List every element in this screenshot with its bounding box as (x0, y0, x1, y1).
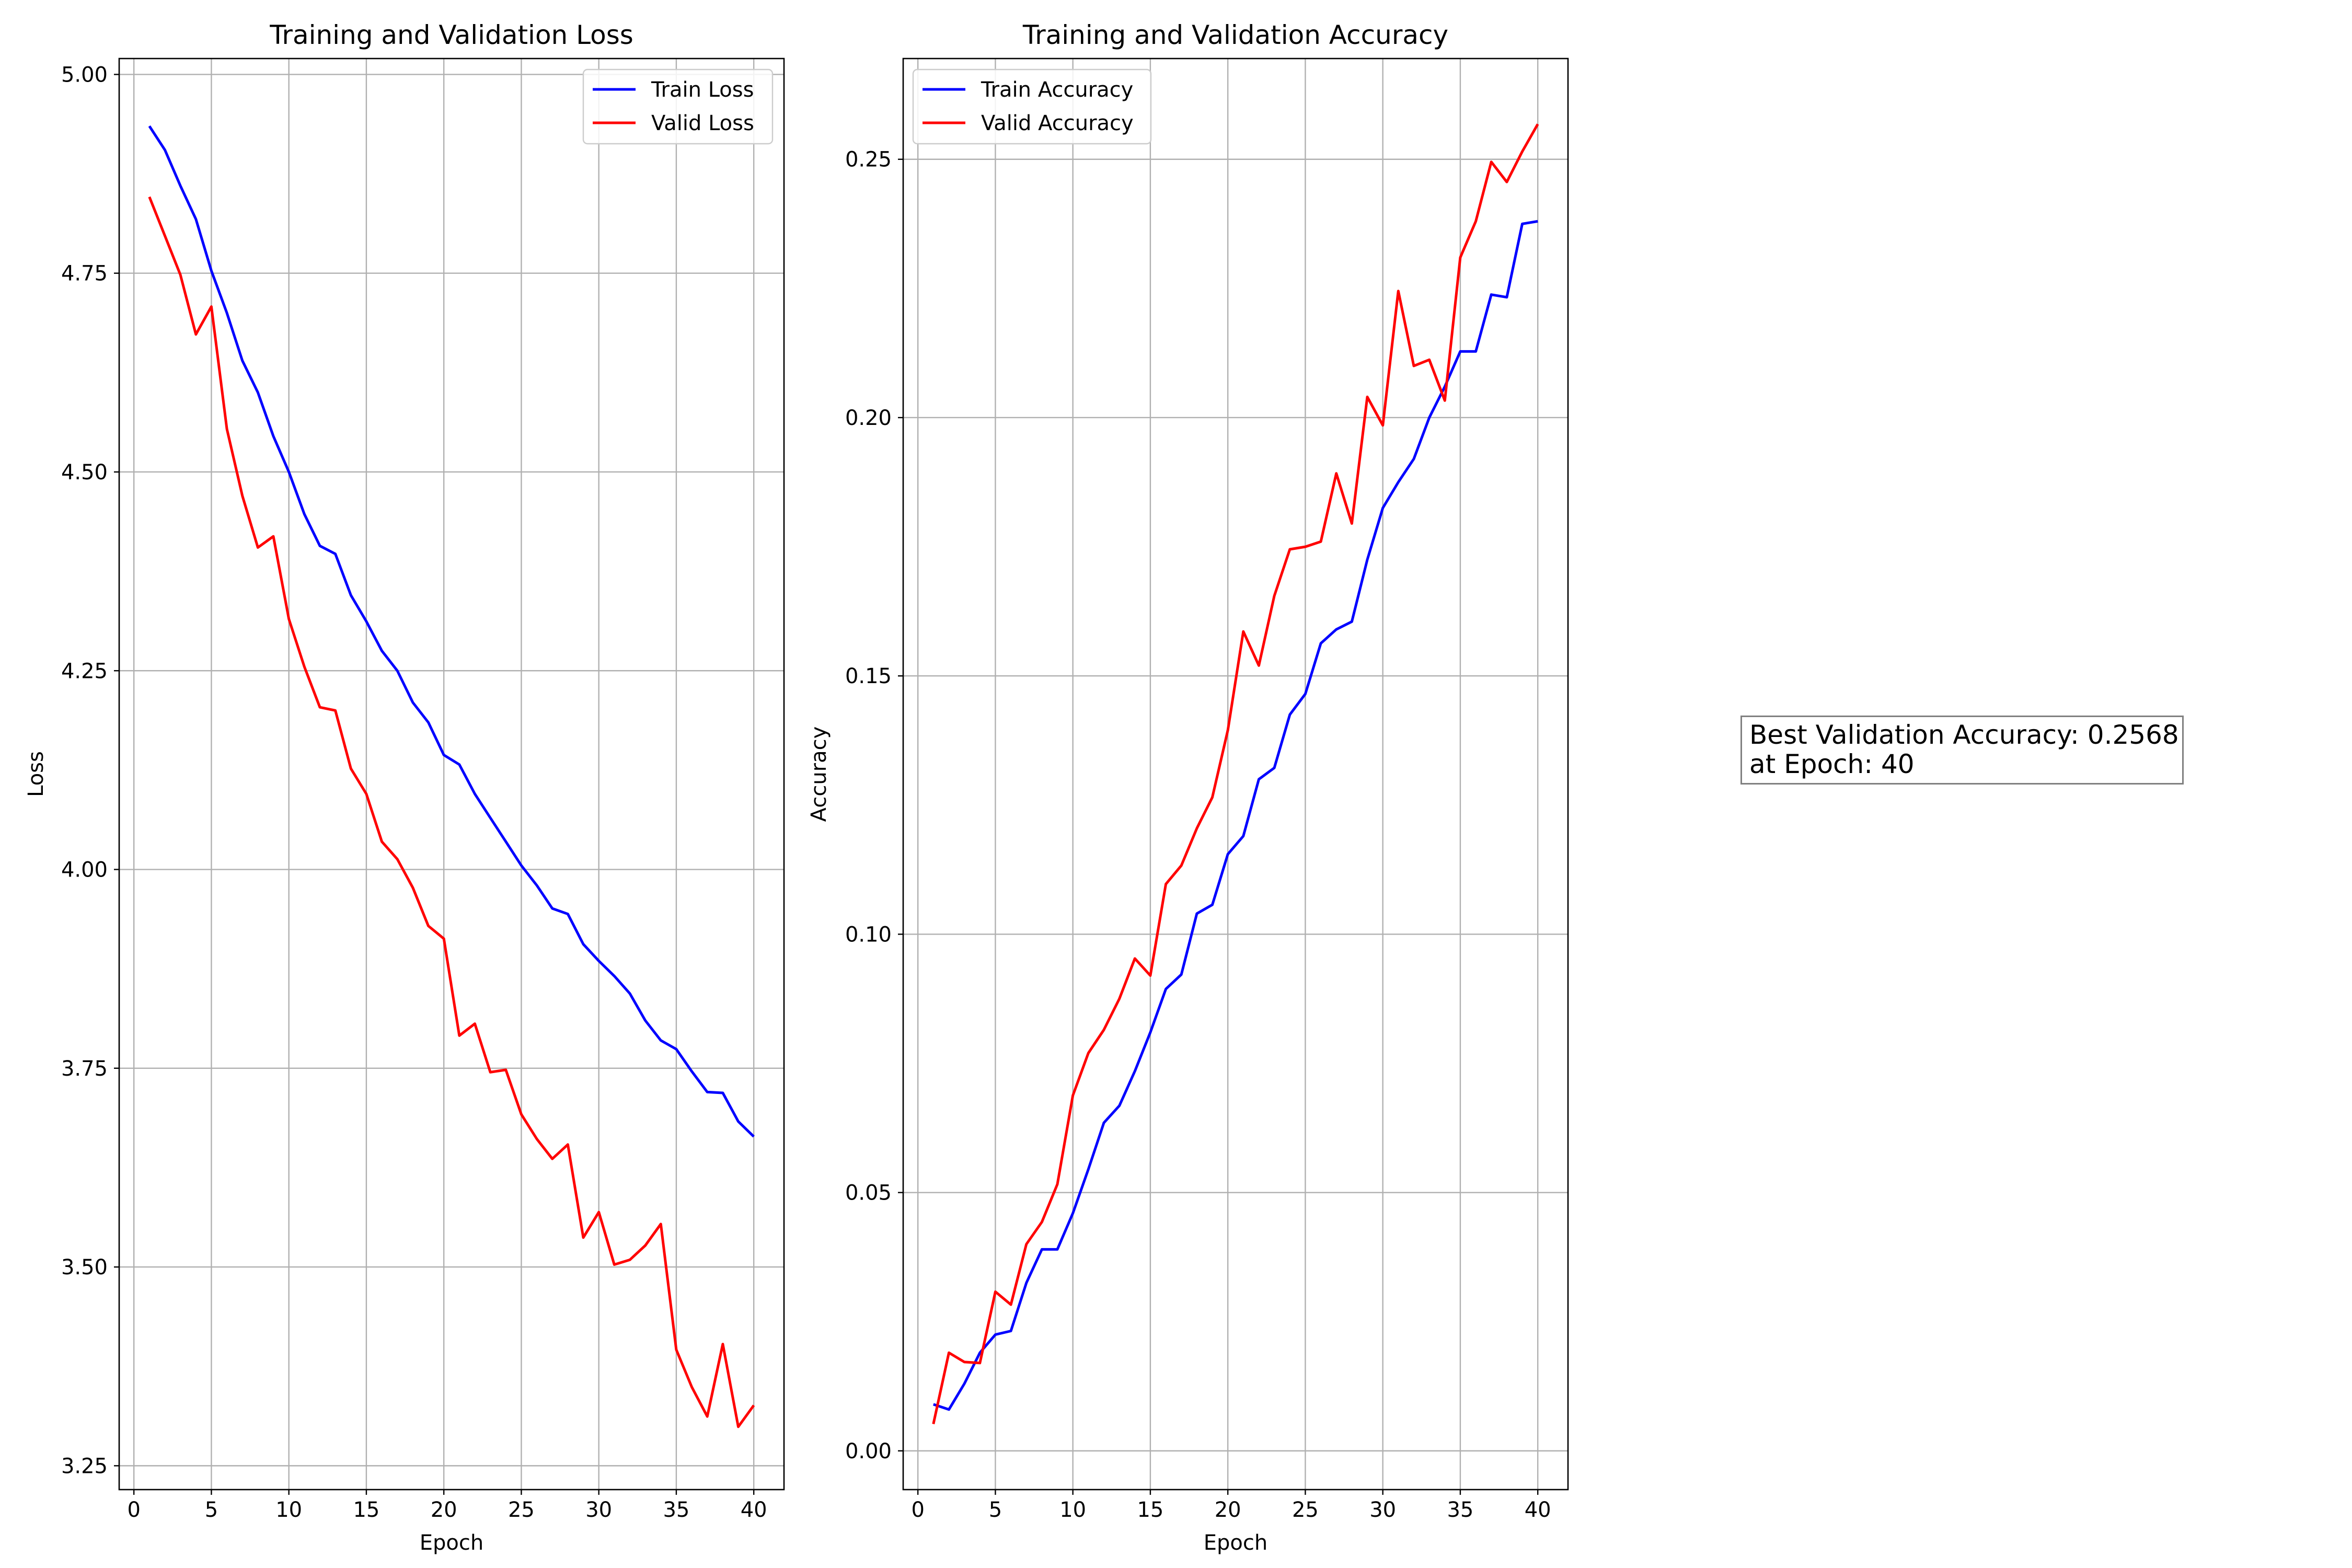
x-axis-label: Epoch (1204, 1531, 1267, 1555)
chart-accuracy: 0 5 10 15 20 25 30 35 40 0.00 0.05 0.10 0.15 0.20 0.25… (807, 20, 1569, 1555)
y-tick-label: 3.50 (61, 1255, 108, 1279)
x-tick-label: 10 (1059, 1498, 1086, 1522)
y-tick-label: 4.25 (61, 659, 108, 683)
valid-accuracy-line (932, 123, 1539, 1425)
y-tick-label: 4.75 (61, 262, 108, 286)
x-tick-label: 25 (508, 1498, 535, 1522)
legend-label: Valid Accuracy (981, 111, 1134, 135)
legend: Train Accuracy Valid Accuracy (912, 68, 1152, 145)
chart-loss: 0 5 10 15 20 25 30 35 40 3.25 3.50 3.75 4.00 4.25 4.50… (24, 20, 785, 1555)
x-tick-label: 25 (1292, 1498, 1319, 1522)
x-tick-label: 30 (585, 1498, 612, 1522)
valid-loss-line (148, 196, 755, 1428)
x-tick-label: 15 (1137, 1498, 1163, 1522)
y-tick-label: 5.00 (61, 63, 108, 87)
x-tick-label: 40 (1525, 1498, 1551, 1522)
best-validation-line2: at Epoch: 40 (1749, 749, 1915, 779)
y-tick-label: 0.20 (845, 406, 892, 430)
y-tick-label: 0.00 (845, 1439, 892, 1463)
x-axis-label: Epoch (420, 1531, 483, 1555)
x-tick-label: 0 (127, 1498, 140, 1522)
best-validation-line1: Best Validation Accuracy: 0.2568 (1749, 720, 2179, 750)
y-tick-label: 0.15 (845, 664, 892, 688)
x-tick-label: 40 (741, 1498, 767, 1522)
chart-title: Training and Validation Accuracy (1022, 20, 1448, 50)
y-axis-label: Loss (24, 751, 48, 797)
x-tick-label: 15 (353, 1498, 379, 1522)
x-tick-label: 0 (911, 1498, 924, 1522)
y-tick-label: 3.75 (61, 1057, 108, 1081)
x-tick-label: 10 (275, 1498, 302, 1522)
x-tick-label: 20 (1215, 1498, 1241, 1522)
train-loss-line (148, 125, 755, 1138)
y-tick-label: 0.10 (845, 923, 892, 947)
train-accuracy-line (933, 220, 1538, 1411)
y-tick-label: 4.50 (61, 460, 108, 485)
y-tick-label: 4.00 (61, 858, 108, 882)
y-axis-label: Accuracy (807, 727, 831, 822)
legend: Train Loss Valid Loss (582, 68, 774, 145)
legend-label: Train Accuracy (981, 78, 1133, 102)
x-tick-label: 35 (663, 1498, 689, 1522)
legend-label: Valid Loss (651, 111, 754, 135)
y-tick-label: 0.05 (845, 1181, 892, 1205)
y-tick-label: 0.25 (845, 148, 892, 172)
y-tick-label: 3.25 (61, 1454, 108, 1478)
x-tick-label: 5 (205, 1498, 218, 1522)
axes-frame (118, 57, 785, 1491)
legend-box (912, 68, 1152, 145)
axes-frame (902, 57, 1569, 1491)
x-tick-label: 35 (1447, 1498, 1473, 1522)
chart-title: Training and Validation Loss (269, 20, 633, 50)
x-tick-label: 5 (989, 1498, 1002, 1522)
x-tick-label: 20 (431, 1498, 457, 1522)
x-tick-label: 30 (1369, 1498, 1396, 1522)
legend-label: Train Loss (651, 78, 754, 102)
best-validation-annotation: Best Validation Accuracy: 0.2568 at Epoc… (1740, 716, 2184, 785)
